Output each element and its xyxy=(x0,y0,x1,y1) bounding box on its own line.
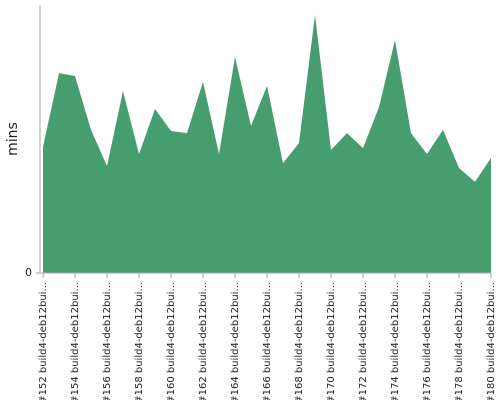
x-tick-label: #152 build4-deb12bui... xyxy=(38,282,49,400)
x-tick-label: #160 build4-deb12bui... xyxy=(166,282,177,400)
x-tick-label: #158 build4-deb12bui... xyxy=(134,282,145,400)
x-tick-label: #178 build4-deb12bui... xyxy=(454,282,465,400)
x-tick-label: #170 build4-deb12bui... xyxy=(326,282,337,400)
x-tick-label: #162 build4-deb12bui... xyxy=(198,282,209,400)
y-axis-label: mins xyxy=(5,122,21,156)
x-tick-label: #176 build4-deb12bui... xyxy=(422,282,433,400)
x-tick-label: #164 build4-deb12bui... xyxy=(230,282,241,400)
x-tick-label: #156 build4-deb12bui... xyxy=(102,282,113,400)
x-tick-label: #180 build4-deb12bui... xyxy=(486,282,497,400)
x-tick-label: #168 build4-deb12bui... xyxy=(294,282,305,400)
area xyxy=(43,14,491,273)
x-tick-label: #154 build4-deb12bui... xyxy=(70,282,81,400)
y-tick-label: 0 xyxy=(25,266,32,279)
x-tick-label: #174 build4-deb12bui... xyxy=(390,282,401,400)
x-tick-label: #166 build4-deb12bui... xyxy=(262,282,273,400)
x-tick-label: #172 build4-deb12bui... xyxy=(358,282,369,400)
